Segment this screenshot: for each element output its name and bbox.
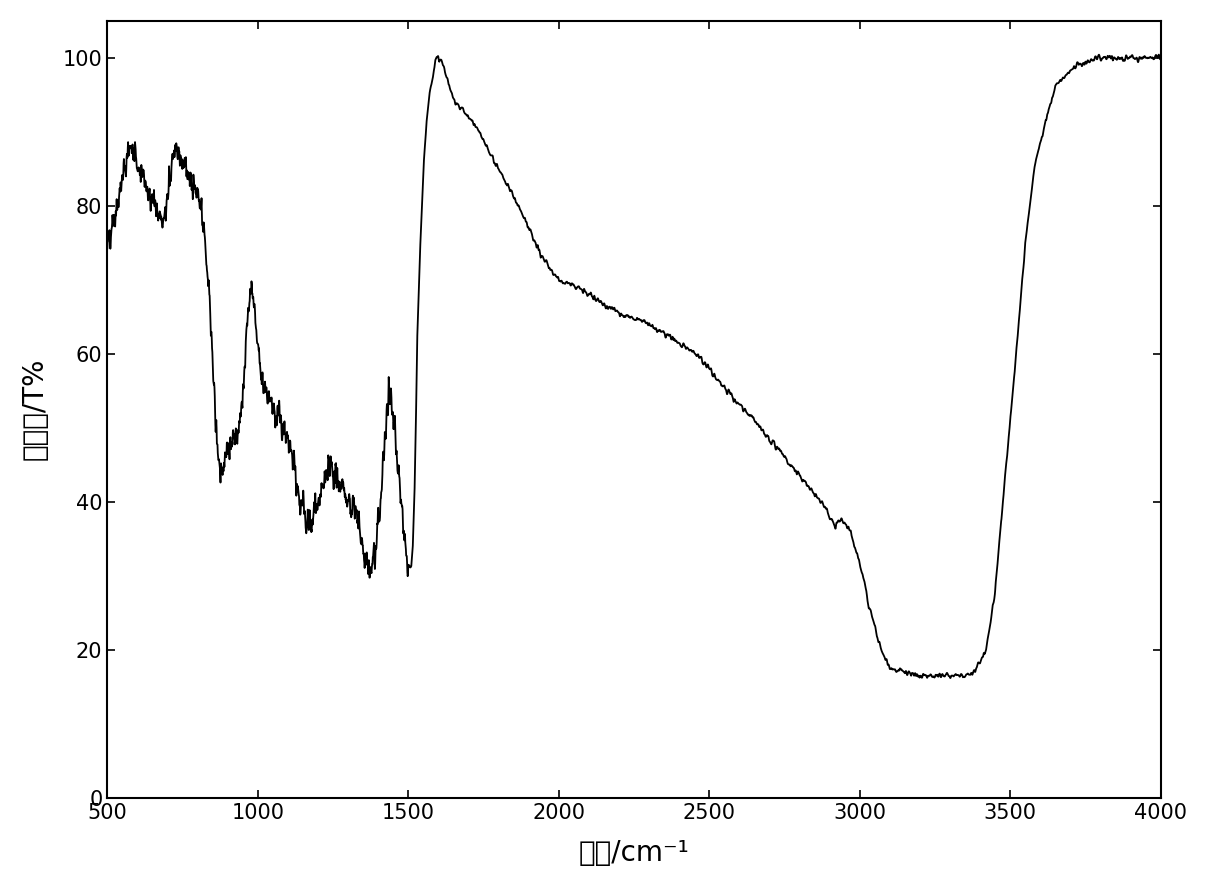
X-axis label: 波数/cm⁻¹: 波数/cm⁻¹ — [579, 839, 690, 868]
Y-axis label: 透过率/T%: 透过率/T% — [21, 358, 48, 460]
